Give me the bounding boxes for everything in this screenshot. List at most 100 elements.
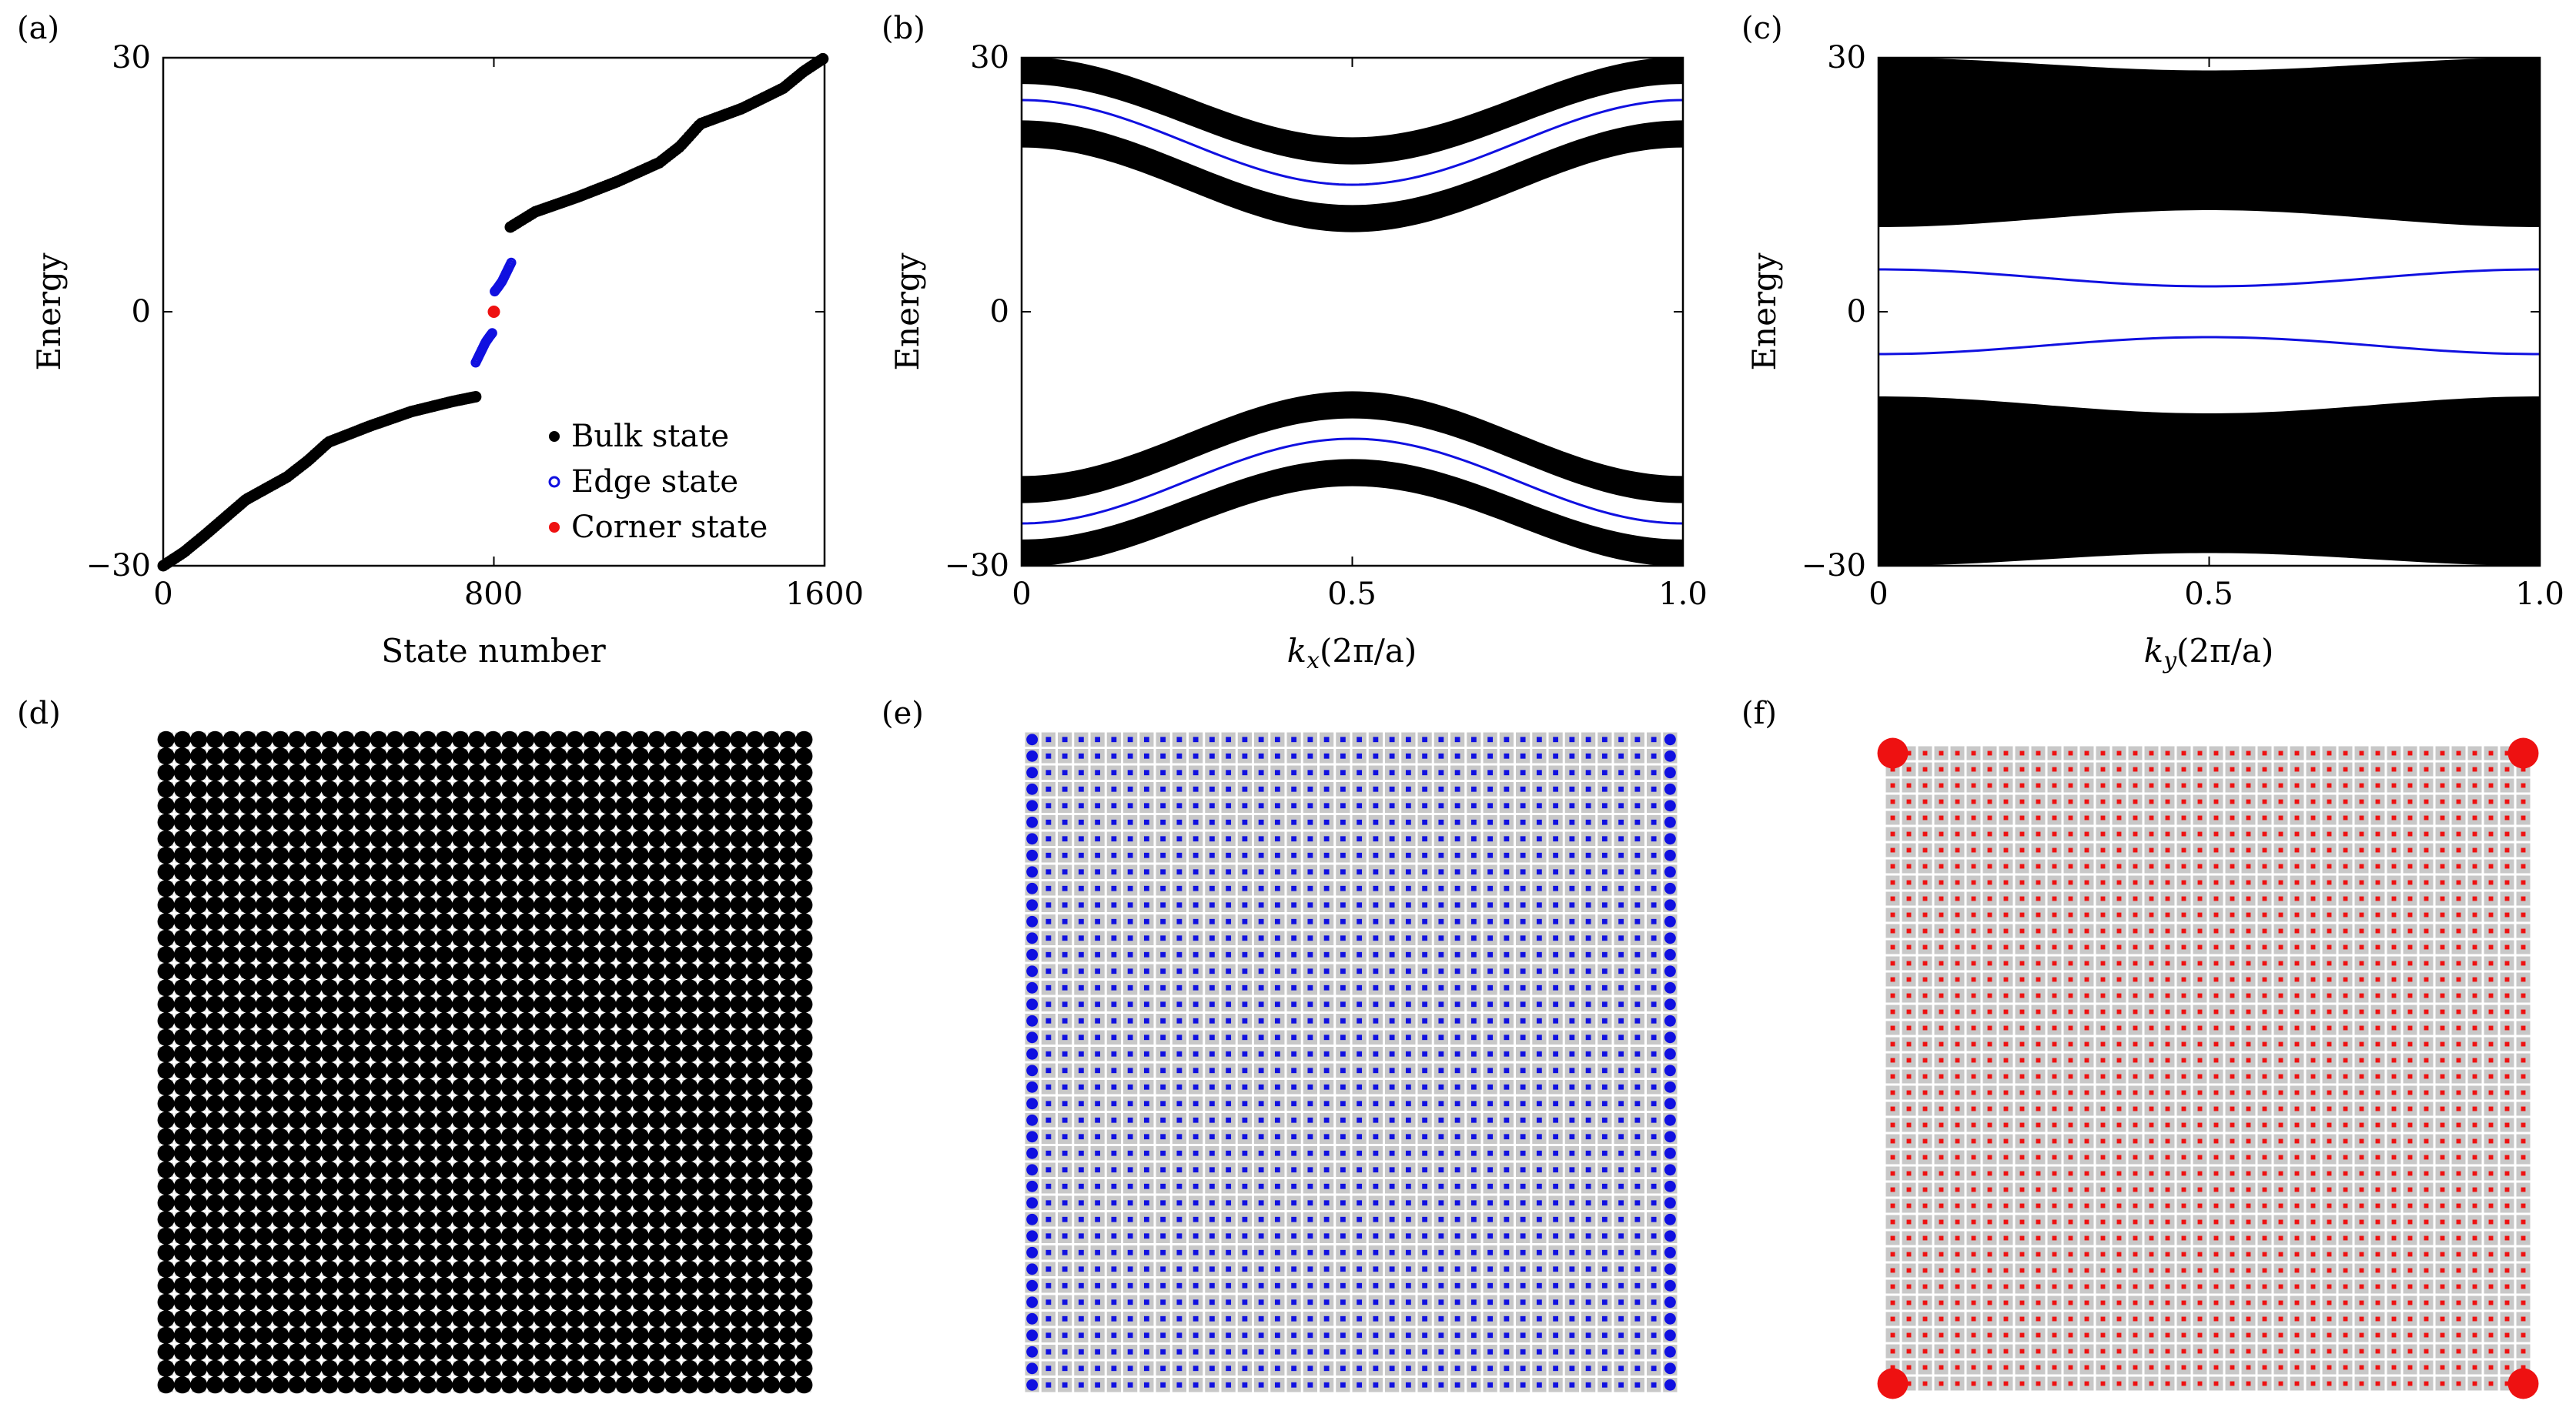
amplitude-dot <box>484 1161 502 1178</box>
amplitude-dot <box>256 1277 273 1295</box>
amplitude-dot <box>157 946 175 964</box>
amplitude-dot <box>534 797 551 814</box>
amplitude-dot <box>190 1128 208 1145</box>
amplitude-dot <box>452 1128 470 1145</box>
amplitude-dot <box>795 1145 813 1162</box>
amplitude-dot <box>648 929 666 947</box>
amplitude-dot <box>599 1161 617 1178</box>
amplitude-dot <box>648 747 666 765</box>
amplitude-dot <box>779 1277 797 1295</box>
panel-b-xlabel-sub: x <box>1306 647 1320 674</box>
amplitude-dot <box>435 962 453 980</box>
amplitude-dot <box>321 946 339 964</box>
amplitude-dot <box>746 946 764 964</box>
edge-state-point <box>487 328 497 339</box>
amplitude-dot <box>550 1112 567 1129</box>
amplitude-dot <box>746 896 764 914</box>
amplitude-dot <box>779 747 797 765</box>
amplitude-dot <box>779 1260 797 1278</box>
amplitude-dot <box>288 995 306 1013</box>
amplitude-dot <box>304 847 322 864</box>
amplitude-dot <box>648 1095 666 1112</box>
amplitude-dot <box>566 1343 584 1361</box>
amplitude-dot <box>288 1227 306 1245</box>
amplitude-dot <box>157 1194 175 1212</box>
panel-b-ytick-0: −30 <box>945 548 1009 583</box>
edge-band-line-1 <box>1022 437 1683 525</box>
amplitude-dot <box>206 863 224 881</box>
amplitude-dot <box>534 1145 551 1162</box>
amplitude-dot <box>730 1178 748 1195</box>
amplitude-dot <box>272 979 289 997</box>
amplitude-dot <box>500 1260 518 1278</box>
amplitude-dot <box>386 1244 404 1262</box>
amplitude-dot <box>321 1194 339 1212</box>
amplitude-dot <box>517 1343 535 1361</box>
amplitude-dot <box>762 1277 780 1295</box>
amplitude-dot <box>615 1061 633 1079</box>
amplitude-dot <box>206 995 224 1013</box>
amplitude-dot <box>730 1012 748 1030</box>
amplitude-dot <box>256 1343 273 1361</box>
amplitude-dot <box>468 1045 486 1063</box>
amplitude-dot <box>697 1211 714 1228</box>
amplitude-dot <box>468 730 486 748</box>
amplitude-dot <box>173 1359 191 1377</box>
amplitude-dot <box>648 814 666 831</box>
amplitude-dot <box>386 1128 404 1145</box>
amplitude-dot <box>762 797 780 814</box>
amplitude-dot <box>239 797 256 814</box>
amplitude-dot <box>697 979 714 997</box>
amplitude-dot <box>173 830 191 847</box>
amplitude-dot <box>599 1326 617 1344</box>
amplitude-dot <box>648 797 666 814</box>
amplitude-dot <box>615 946 633 964</box>
amplitude-dot <box>762 1028 780 1046</box>
amplitude-dot <box>648 781 666 798</box>
legend-marker-bulk <box>549 431 560 442</box>
amplitude-dot <box>534 830 551 847</box>
amplitude-dot <box>386 929 404 947</box>
amplitude-dot <box>173 1128 191 1145</box>
amplitude-dot <box>452 1244 470 1262</box>
amplitude-dot <box>779 1112 797 1129</box>
amplitude-dot <box>762 929 780 947</box>
amplitude-dot <box>599 1227 617 1245</box>
amplitude-dot <box>534 1012 551 1030</box>
amplitude-dot <box>730 1045 748 1063</box>
amplitude-dot <box>222 1326 240 1344</box>
amplitude-dot <box>419 1244 437 1262</box>
amplitude-dot <box>550 1128 567 1145</box>
amplitude-dot <box>550 863 567 881</box>
amplitude-dot <box>157 1260 175 1278</box>
amplitude-dot <box>435 880 453 898</box>
amplitude-dot <box>435 1326 453 1344</box>
amplitude-dot <box>321 1211 339 1228</box>
amplitude-dot <box>206 1277 224 1295</box>
amplitude-dot <box>762 946 780 964</box>
amplitude-dot <box>386 781 404 798</box>
amplitude-dot <box>403 1045 420 1063</box>
amplitude-dot <box>435 946 453 964</box>
amplitude-dot <box>714 847 731 864</box>
amplitude-dot <box>452 1012 470 1030</box>
amplitude-dot <box>631 1045 649 1063</box>
amplitude-dot <box>435 1178 453 1195</box>
amplitude-dot <box>762 979 780 997</box>
amplitude-dot <box>256 979 273 997</box>
amplitude-dot <box>697 730 714 748</box>
amplitude-dot <box>272 814 289 831</box>
amplitude-dot <box>746 830 764 847</box>
amplitude-dot <box>190 995 208 1013</box>
amplitude-dot <box>435 830 453 847</box>
amplitude-dot <box>256 1260 273 1278</box>
amplitude-dot <box>583 1178 601 1195</box>
amplitude-dot <box>550 847 567 864</box>
amplitude-dot <box>631 847 649 864</box>
amplitude-dot <box>566 946 584 964</box>
amplitude-dot <box>714 781 731 798</box>
amplitude-dot <box>288 1061 306 1079</box>
amplitude-dot <box>762 1061 780 1079</box>
amplitude-dot <box>550 1227 567 1245</box>
amplitude-dot <box>664 1277 682 1295</box>
